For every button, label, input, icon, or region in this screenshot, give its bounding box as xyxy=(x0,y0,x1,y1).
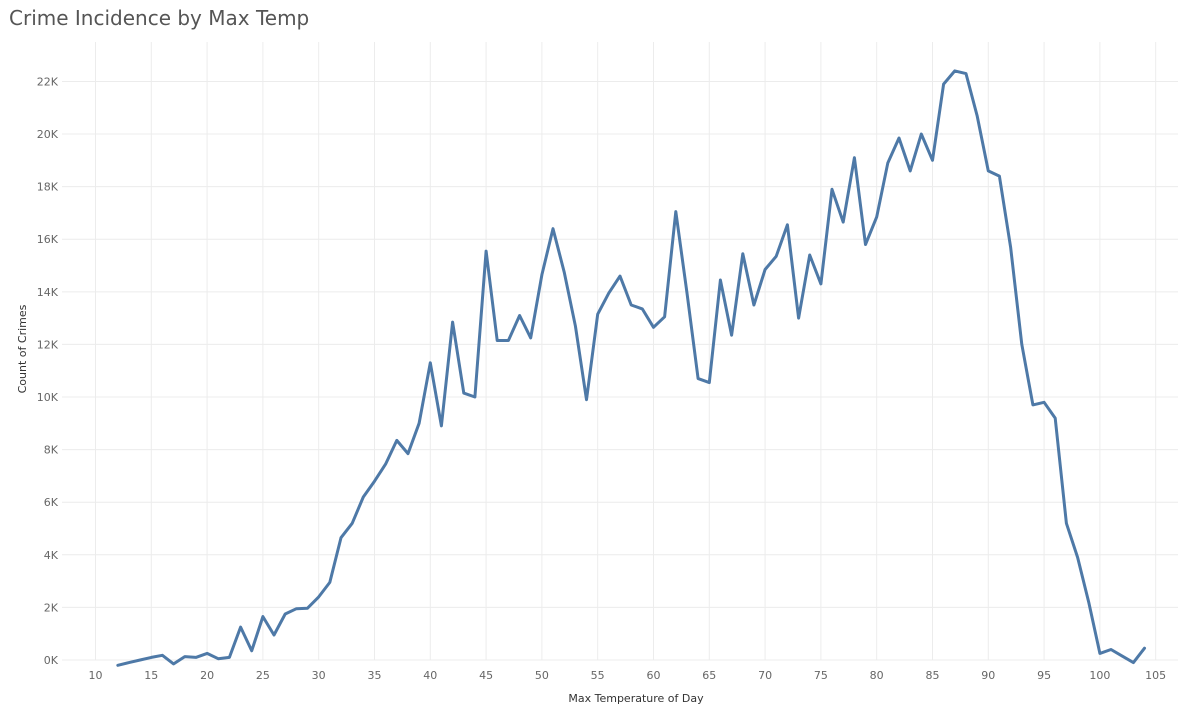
x-tick-label: 40 xyxy=(423,669,437,682)
y-tick-label: 4K xyxy=(44,549,59,562)
x-axis-title: Max Temperature of Day xyxy=(568,692,704,705)
y-tick-label: 0K xyxy=(44,654,59,667)
x-tick-label: 100 xyxy=(1089,669,1110,682)
y-axis-title: Count of Crimes xyxy=(16,304,29,393)
x-tick-label: 65 xyxy=(702,669,716,682)
y-tick-label: 12K xyxy=(37,338,59,351)
x-tick-label: 45 xyxy=(479,669,493,682)
y-axis-ticks: 0K 2K 4K 6K 8K 10K 12K 14K 16K 18K 20K 22K xyxy=(37,75,59,667)
y-tick-label: 20K xyxy=(37,128,59,141)
x-tick-label: 10 xyxy=(88,669,102,682)
y-tick-label: 6K xyxy=(44,496,59,509)
y-tick-label: 22K xyxy=(37,75,59,88)
x-tick-label: 80 xyxy=(870,669,884,682)
x-tick-label: 105 xyxy=(1145,669,1166,682)
x-tick-label: 70 xyxy=(758,669,772,682)
x-tick-label: 85 xyxy=(925,669,939,682)
x-tick-label: 90 xyxy=(981,669,995,682)
x-tick-label: 30 xyxy=(312,669,326,682)
y-tick-label: 10K xyxy=(37,391,59,404)
y-tick-label: 2K xyxy=(44,601,59,614)
grid xyxy=(62,42,1178,661)
x-axis-ticks: 10 15 20 25 30 35 40 45 50 55 60 65 70 75 80 85 90 95 100 1… xyxy=(88,669,1166,682)
y-tick-label: 16K xyxy=(37,233,59,246)
x-tick-label: 50 xyxy=(535,669,549,682)
y-tick-label: 14K xyxy=(37,286,59,299)
series-layer xyxy=(116,69,1146,667)
x-tick-label: 20 xyxy=(200,669,214,682)
chart-title: Crime Incidence by Max Temp xyxy=(9,6,310,30)
y-tick-label: 8K xyxy=(44,444,59,457)
series-line xyxy=(116,69,1146,667)
x-tick-label: 15 xyxy=(144,669,158,682)
x-tick-label: 55 xyxy=(591,669,605,682)
x-tick-label: 95 xyxy=(1037,669,1051,682)
x-tick-label: 35 xyxy=(367,669,381,682)
x-tick-label: 75 xyxy=(814,669,828,682)
x-tick-label: 60 xyxy=(646,669,660,682)
y-tick-label: 18K xyxy=(37,181,59,194)
x-tick-label: 25 xyxy=(256,669,270,682)
